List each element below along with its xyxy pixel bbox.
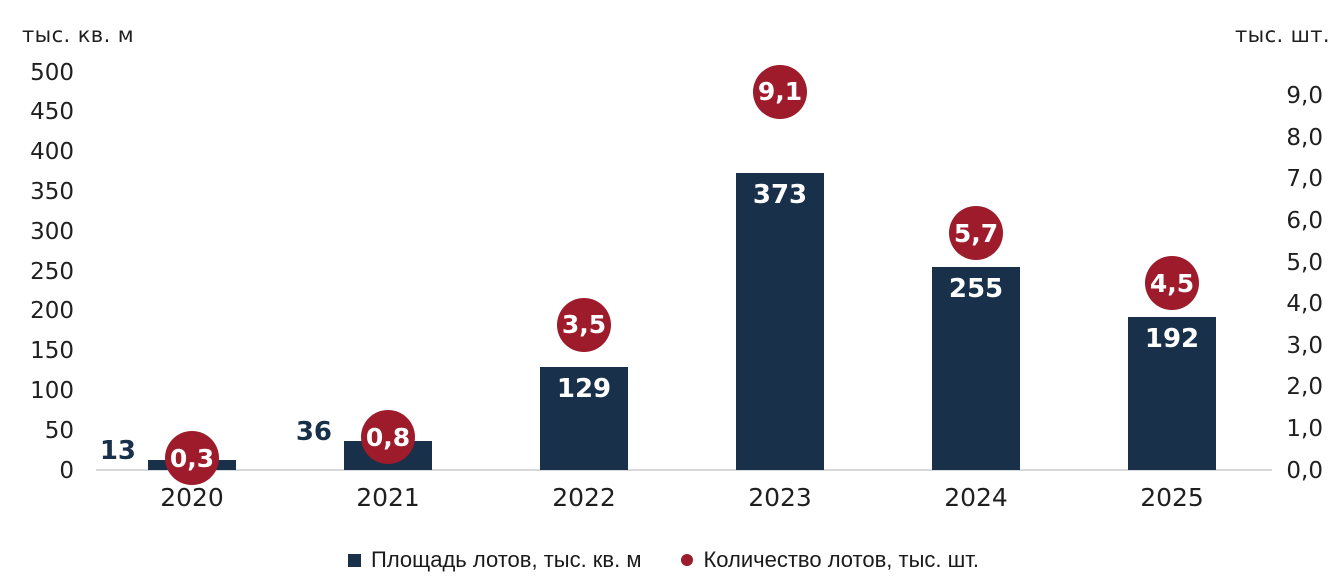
x-axis-label-2021: 2021 — [356, 483, 420, 512]
legend-label: Площадь лотов, тыс. кв. м — [371, 547, 642, 572]
legend-item-area: Площадь лотов, тыс. кв. м — [348, 547, 641, 573]
count-marker-2024: 5,7 — [949, 206, 1003, 261]
bar-2022 — [540, 367, 628, 470]
x-axis-label-2023: 2023 — [748, 483, 812, 512]
bar-value-label: 36 — [295, 417, 332, 447]
count-marker-2020: 0,3 — [165, 431, 219, 486]
right-axis-tick-label: 1,0 — [1286, 415, 1323, 442]
bar-value-label: 129 — [556, 374, 612, 404]
right-axis-tick-label: 2,0 — [1286, 374, 1323, 401]
bar-2024 — [932, 267, 1020, 470]
right-axis-tick-label: 9,0 — [1286, 83, 1323, 110]
left-axis-tick-label: 0 — [59, 457, 74, 484]
count-marker-2023: 9,1 — [753, 64, 807, 119]
bar-value-label: 373 — [752, 180, 808, 210]
left-axis-tick-label: 50 — [44, 417, 74, 444]
x-axis-label-2022: 2022 — [552, 483, 616, 512]
right-axis-tick-label: 3,0 — [1286, 332, 1323, 359]
right-axis-tick-label: 7,0 — [1286, 166, 1323, 193]
bar-value-label: 13 — [99, 436, 136, 466]
right-axis-tick-label: 5,0 — [1286, 249, 1323, 276]
legend-item-count: Количество лотов, тыс. шт. — [681, 547, 979, 573]
right-axis-tick-label: 8,0 — [1286, 124, 1323, 151]
left-axis-tick-label: 150 — [30, 338, 74, 365]
x-axis-line — [96, 469, 1272, 471]
right-axis-title: тыс. шт. — [1234, 23, 1330, 47]
left-axis-tick-label: 300 — [30, 218, 74, 245]
legend-square-icon — [348, 553, 361, 567]
legend-dot-icon — [681, 554, 694, 566]
left-axis-tick-label: 350 — [30, 178, 74, 205]
x-axis-label-2025: 2025 — [1140, 483, 1204, 512]
bar-value-label: 192 — [1144, 324, 1200, 354]
legend: Площадь лотов, тыс. кв. м Количество лото… — [348, 547, 979, 573]
left-axis-tick-label: 100 — [30, 377, 74, 404]
right-axis-tick-label: 6,0 — [1286, 207, 1323, 234]
bar-2023 — [736, 173, 824, 470]
left-axis-tick-label: 450 — [30, 99, 74, 126]
count-marker-2025: 4,5 — [1145, 256, 1199, 311]
left-axis-tick-label: 250 — [30, 258, 74, 285]
x-axis-label-2024: 2024 — [944, 483, 1008, 512]
left-axis-title: тыс. кв. м — [22, 23, 134, 47]
right-axis-tick-label: 4,0 — [1286, 291, 1323, 318]
bar-value-label: 255 — [948, 274, 1004, 304]
left-axis-tick-label: 500 — [30, 59, 74, 86]
right-axis-tick-label: 0,0 — [1286, 457, 1323, 484]
x-axis-label-2020: 2020 — [160, 483, 224, 512]
left-axis-tick-label: 400 — [30, 139, 74, 166]
bar-2025 — [1128, 317, 1216, 470]
left-axis-tick-label: 200 — [30, 298, 74, 325]
count-marker-2021: 0,8 — [361, 410, 415, 465]
count-marker-2022: 3,5 — [557, 297, 611, 352]
legend-label: Количество лотов, тыс. шт. — [703, 547, 980, 572]
